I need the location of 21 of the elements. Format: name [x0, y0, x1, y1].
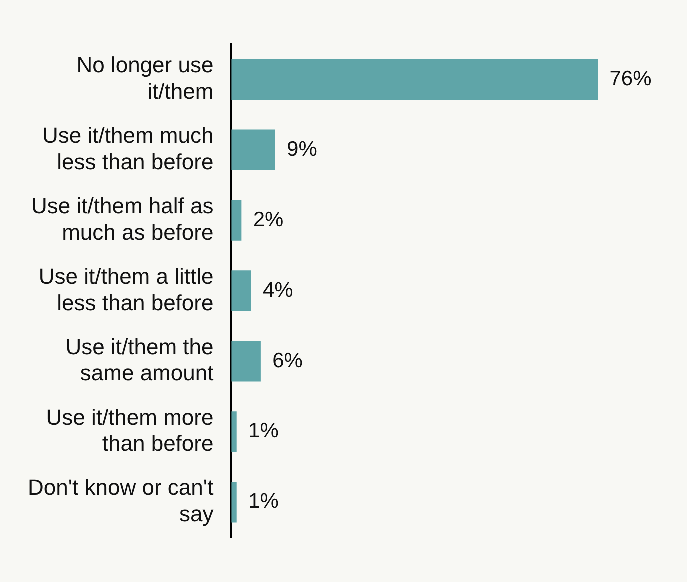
data-label: 1% [248, 490, 279, 514]
y-tick-label: No longer use it/them [76, 52, 214, 104]
bar [232, 200, 242, 241]
bar [232, 341, 261, 382]
bar [232, 130, 276, 170]
y-tick-label: Use it/them the same amount [66, 334, 214, 386]
data-label: 4% [262, 278, 294, 302]
data-label: 1% [248, 420, 279, 443]
y-tick-label: Don't know or can't say [28, 475, 214, 527]
y-tick-label: Use it/them half as much as before [32, 193, 214, 245]
bar [232, 59, 598, 100]
y-tick-label: Use it/them more than before [46, 404, 214, 456]
y-tick-label: Use it/them a little less than before [38, 264, 214, 316]
data-label: 9% [287, 138, 318, 161]
data-label: 2% [253, 208, 284, 232]
bar [232, 270, 252, 312]
bar [232, 412, 237, 452]
data-label: 6% [272, 349, 303, 372]
bar [232, 482, 237, 523]
data-label: 76% [610, 67, 652, 90]
y-tick-label: Use it/them much less than before [42, 122, 214, 174]
